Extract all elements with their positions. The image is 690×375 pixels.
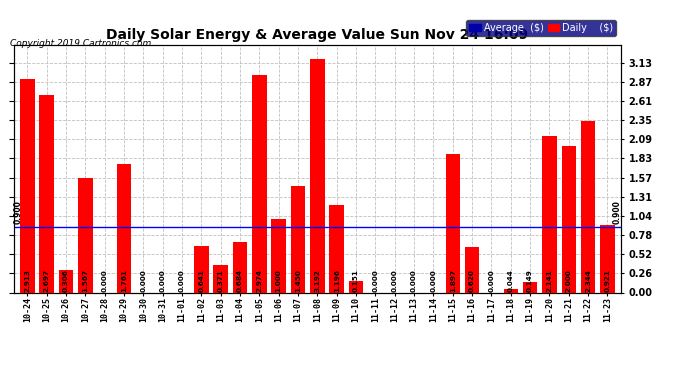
Bar (581, 121, 595, 292)
Text: 1.450: 1.450 (295, 269, 301, 292)
Text: 0.151: 0.151 (353, 269, 359, 292)
Text: 0.921: 0.921 (604, 269, 611, 292)
Legend: Average  ($), Daily    ($): Average ($), Daily ($) (466, 20, 616, 36)
Bar (349, 282, 364, 292)
Text: 0.000: 0.000 (392, 269, 397, 292)
Bar (562, 146, 576, 292)
Text: 2.000: 2.000 (566, 269, 572, 292)
Text: 3.192: 3.192 (315, 269, 320, 292)
Bar (271, 219, 286, 292)
Text: 0.000: 0.000 (101, 269, 108, 292)
Bar (310, 59, 325, 292)
Bar (330, 205, 344, 292)
Bar (465, 247, 480, 292)
Bar (252, 75, 266, 292)
Text: 0.000: 0.000 (489, 269, 495, 292)
Text: 2.913: 2.913 (24, 269, 30, 292)
Text: Copyright 2019 Cartronics.com: Copyright 2019 Cartronics.com (10, 39, 152, 48)
Text: 2.697: 2.697 (43, 269, 50, 292)
Text: 2.974: 2.974 (257, 269, 262, 292)
Text: 0.000: 0.000 (411, 269, 417, 292)
Text: 0.000: 0.000 (140, 269, 146, 292)
Bar (233, 242, 247, 292)
Text: 0.641: 0.641 (198, 269, 204, 292)
Text: 0.900: 0.900 (13, 201, 22, 224)
Bar (194, 246, 208, 292)
Text: 0.900: 0.900 (613, 201, 622, 224)
Text: 0.044: 0.044 (508, 269, 514, 292)
Bar (504, 289, 518, 292)
Text: 0.000: 0.000 (373, 269, 378, 292)
Title: Daily Solar Energy & Average Value Sun Nov 24 16:09: Daily Solar Energy & Average Value Sun N… (106, 28, 529, 42)
Text: 0.684: 0.684 (237, 269, 243, 292)
Bar (39, 95, 54, 292)
Text: 0.000: 0.000 (159, 269, 166, 292)
Text: 0.371: 0.371 (218, 269, 224, 292)
Text: 0.620: 0.620 (469, 269, 475, 292)
Text: 2.141: 2.141 (546, 269, 553, 292)
Text: 1.196: 1.196 (334, 269, 339, 292)
Text: 1.761: 1.761 (121, 269, 127, 292)
Text: 1.000: 1.000 (276, 269, 282, 292)
Bar (213, 266, 228, 292)
Text: 1.897: 1.897 (450, 269, 456, 292)
Bar (446, 154, 460, 292)
Text: 1.567: 1.567 (82, 269, 88, 292)
Text: 0.149: 0.149 (527, 269, 533, 292)
Bar (542, 136, 557, 292)
Text: 0.000: 0.000 (431, 269, 437, 292)
Bar (117, 164, 131, 292)
Bar (20, 79, 34, 292)
Text: 0.000: 0.000 (179, 269, 185, 292)
Bar (78, 178, 92, 292)
Bar (600, 225, 615, 292)
Text: 2.344: 2.344 (585, 269, 591, 292)
Bar (523, 282, 538, 292)
Bar (290, 186, 305, 292)
Text: 0.306: 0.306 (63, 269, 69, 292)
Bar (59, 270, 73, 292)
